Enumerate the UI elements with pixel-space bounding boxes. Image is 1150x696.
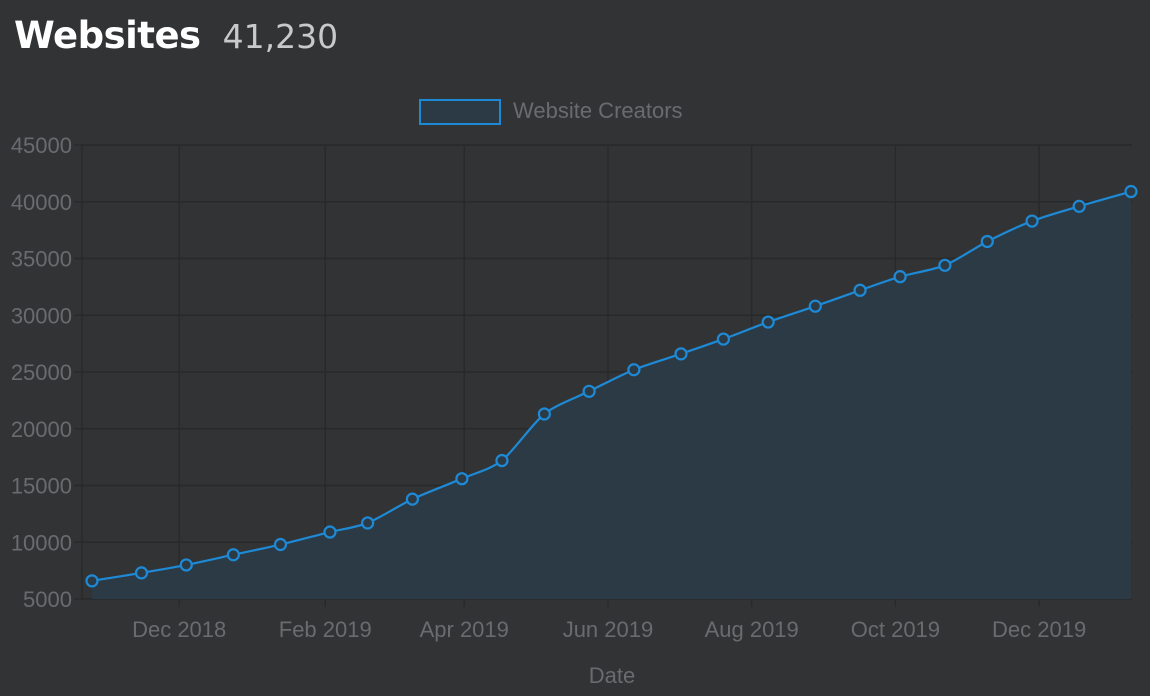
x-tick-label: Oct 2019 (851, 617, 940, 642)
y-tick-label: 20000 (11, 417, 72, 442)
data-point[interactable] (134, 566, 149, 580)
legend-swatch[interactable] (419, 99, 501, 125)
x-axis-ticks: Dec 2018 Feb 2019 Apr 2019 Jun 2019 Aug 2019… (132, 617, 1086, 642)
data-point[interactable] (405, 492, 420, 506)
data-point[interactable] (455, 472, 469, 486)
data-point[interactable] (495, 453, 509, 468)
data-point[interactable] (716, 332, 731, 346)
x-tick-label: Apr 2019 (420, 617, 509, 642)
website-count: 41,230 (222, 17, 339, 56)
x-tick-label: Dec 2018 (132, 617, 226, 642)
legend[interactable]: Website Creators (419, 98, 683, 125)
series-area (92, 191, 1131, 599)
y-tick-label: 40000 (11, 190, 72, 215)
x-tick-label: Aug 2019 (705, 617, 799, 642)
x-axis-title: Date (589, 663, 635, 688)
y-tick-label: 5000 (23, 587, 72, 612)
series-points (85, 184, 1138, 588)
x-tick-label: Dec 2019 (992, 617, 1086, 642)
data-point[interactable] (273, 537, 288, 552)
y-tick-label: 25000 (11, 360, 72, 385)
data-point[interactable] (85, 574, 99, 588)
x-tick-label: Jun 2019 (563, 617, 654, 642)
y-tick-label: 30000 (11, 303, 72, 328)
data-point[interactable] (226, 548, 240, 562)
page-title: Websites (14, 14, 201, 57)
data-point[interactable] (323, 525, 337, 539)
data-point[interactable] (674, 347, 688, 361)
y-tick-label: 35000 (11, 247, 72, 272)
data-point[interactable] (938, 258, 952, 272)
data-point[interactable] (1025, 214, 1039, 228)
data-point[interactable] (893, 270, 907, 284)
data-point[interactable] (179, 558, 193, 572)
data-point[interactable] (808, 299, 822, 313)
page-header: Websites 41,230 (14, 14, 338, 66)
series-area-fill (92, 191, 1131, 599)
y-tick-label: 15000 (11, 474, 72, 499)
y-tick-label: 10000 (11, 530, 72, 555)
data-point[interactable] (627, 363, 641, 377)
data-point[interactable] (853, 283, 867, 297)
y-tick-label: 45000 (11, 133, 72, 158)
data-point[interactable] (1124, 184, 1138, 199)
data-point[interactable] (761, 315, 775, 329)
y-axis-ticks: 5000 10000 15000 20000 25000 30000 35000 40000 4… (11, 133, 72, 612)
data-point[interactable] (1072, 199, 1086, 213)
x-tick-label: Feb 2019 (279, 617, 372, 642)
data-point[interactable] (361, 516, 375, 530)
legend-label[interactable]: Website Creators (513, 98, 683, 123)
data-point[interactable] (537, 407, 551, 421)
data-point[interactable] (582, 384, 596, 398)
data-point[interactable] (980, 234, 994, 249)
